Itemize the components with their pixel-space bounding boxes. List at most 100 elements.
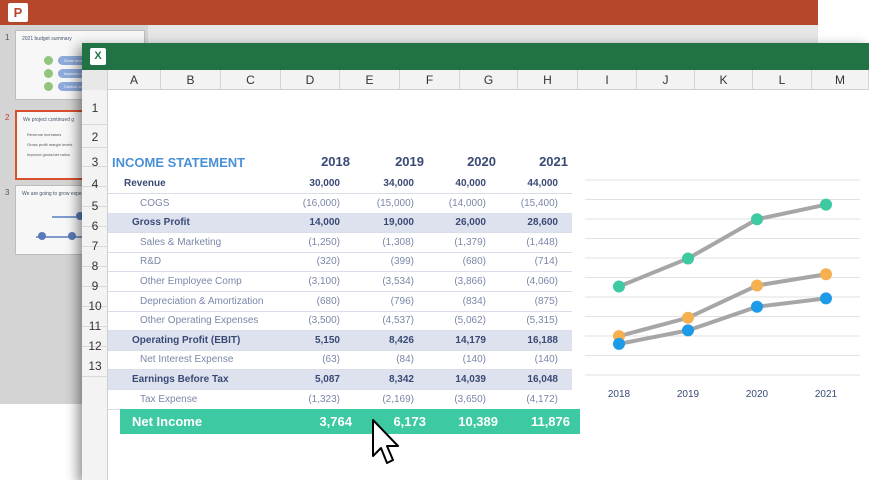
cell-value[interactable]: (680): [462, 256, 486, 268]
table-row[interactable]: Earnings Before Tax 5,087 8,342 14,039 16,04…: [108, 370, 572, 390]
cell-value[interactable]: (1,448): [526, 236, 558, 248]
row-header[interactable]: 12: [82, 327, 108, 353]
cell-value[interactable]: (3,500): [308, 315, 340, 327]
table-row[interactable]: Other Operating Expenses (3,500) (4,537) (5…: [108, 311, 572, 332]
row-header[interactable]: 1: [82, 90, 108, 125]
slide-thumb-title: We are going to grow expense: [22, 191, 90, 197]
cell-value[interactable]: (140): [462, 354, 486, 366]
cell-value[interactable]: (3,650): [454, 393, 486, 405]
column-header-e[interactable]: E: [340, 70, 400, 90]
cell-value[interactable]: (84): [396, 354, 414, 366]
column-header-a[interactable]: A: [108, 70, 161, 90]
cell-value[interactable]: 34,000: [383, 178, 414, 189]
cell-value[interactable]: (1,308): [382, 236, 414, 248]
cell-value[interactable]: (399): [390, 256, 414, 268]
row-header[interactable]: 4: [82, 167, 108, 191]
cell-value[interactable]: (15,400): [520, 197, 558, 209]
cell-value[interactable]: (15,000): [376, 197, 414, 209]
row-header[interactable]: 13: [82, 347, 108, 377]
cell-value[interactable]: 8,342: [388, 374, 414, 385]
table-row[interactable]: Revenue 30,000 34,000 40,000 44,000: [108, 174, 572, 194]
row-header[interactable]: 2: [82, 125, 108, 148]
cell-value[interactable]: (5,062): [454, 315, 486, 327]
row-header[interactable]: 8: [82, 247, 108, 273]
cell-value[interactable]: (140): [534, 354, 558, 366]
data-point: [751, 279, 763, 292]
cell-value[interactable]: (796): [390, 295, 414, 307]
x-tick-label: 2018: [608, 389, 631, 400]
row-header[interactable]: 11: [82, 307, 108, 333]
cell-value[interactable]: (4,537): [382, 315, 414, 327]
column-header-c[interactable]: C: [221, 70, 281, 90]
income-statement-table: INCOME STATEMENT 2018 2019 2020 2021 Rev…: [108, 152, 580, 438]
cell-value[interactable]: (14,000): [448, 197, 486, 209]
column-header-h[interactable]: H: [518, 70, 578, 90]
cell-value[interactable]: 14,000: [309, 217, 340, 229]
cell-value[interactable]: (1,323): [308, 393, 340, 405]
table-row[interactable]: Sales & Marketing (1,250) (1,308) (1,379) (1…: [108, 233, 572, 253]
cell-value[interactable]: (4,172): [526, 393, 558, 405]
table-row[interactable]: Tax Expense (1,323) (2,169) (3,650) (4,172): [108, 390, 572, 410]
column-header-i[interactable]: I: [578, 70, 637, 90]
cell-value[interactable]: (1,250): [308, 236, 340, 248]
cell-value[interactable]: (3,866): [454, 276, 486, 287]
table-row[interactable]: Operating Profit (EBIT) 5,150 8,426 14,179 1…: [108, 330, 572, 351]
cell-value[interactable]: (680): [316, 295, 340, 307]
thumb-bullet-dot: [44, 56, 53, 65]
column-header-g[interactable]: G: [460, 70, 518, 90]
cell-value[interactable]: (4,060): [526, 276, 558, 287]
cell-value[interactable]: (2,169): [382, 393, 414, 405]
cell-value[interactable]: (3,534): [382, 276, 414, 287]
table-row[interactable]: COGS (16,000) (15,000) (14,000) (15,400): [108, 194, 572, 214]
row-header[interactable]: 3: [82, 148, 108, 169]
cell-value[interactable]: (63): [322, 354, 340, 366]
column-header-m[interactable]: M: [812, 70, 869, 90]
cell-value[interactable]: 30,000: [309, 178, 340, 189]
cell-value[interactable]: (834): [462, 295, 486, 307]
column-header-j[interactable]: J: [637, 70, 695, 90]
data-point: [613, 280, 625, 293]
net-income-row[interactable]: Net Income 3,764 6,173 10,389 11,876: [120, 409, 580, 434]
cell-value[interactable]: 5,150: [314, 334, 340, 346]
cell-value[interactable]: 14,039: [455, 374, 486, 385]
row-header[interactable]: 9: [82, 267, 108, 293]
row-header[interactable]: 10: [82, 287, 108, 313]
row-header[interactable]: 7: [82, 227, 108, 253]
cell-value[interactable]: (3,100): [308, 276, 340, 287]
cell-value[interactable]: 14,179: [455, 334, 486, 346]
select-all-button[interactable]: [82, 70, 108, 90]
line-chart[interactable]: 2018 2019 2020 2021: [585, 175, 863, 405]
cell-value[interactable]: (16,000): [302, 197, 340, 209]
cell-value[interactable]: 5,087: [314, 374, 340, 385]
column-header-l[interactable]: L: [753, 70, 812, 90]
table-row[interactable]: Other Employee Comp (3,100) (3,534) (3,866)…: [108, 272, 572, 292]
table-row[interactable]: Net Interest Expense (63) (84) (140) (140): [108, 350, 572, 371]
row-header[interactable]: 5: [82, 187, 108, 213]
powerpoint-logo-icon[interactable]: P: [8, 3, 28, 22]
table-row[interactable]: Gross Profit 14,000 19,000 26,000 28,600: [108, 213, 572, 234]
cell-value[interactable]: 44,000: [527, 178, 558, 189]
cell-value[interactable]: 16,188: [527, 334, 558, 346]
cell-value[interactable]: 40,000: [455, 178, 486, 189]
cell-value[interactable]: 16,048: [527, 374, 558, 385]
cell-value[interactable]: (1,379): [454, 236, 486, 248]
table-row[interactable]: R&D (320) (399) (680) (714): [108, 252, 572, 273]
table-row[interactable]: Depreciation & Amortization (680) (796) (83…: [108, 292, 572, 312]
excel-logo-icon[interactable]: X: [90, 48, 106, 65]
cell-value[interactable]: (5,315): [526, 315, 558, 327]
cell-value[interactable]: 26,000: [455, 217, 486, 229]
row-header[interactable]: 6: [82, 207, 108, 233]
column-header-b[interactable]: B: [161, 70, 221, 90]
column-header-d[interactable]: D: [281, 70, 340, 90]
cell-value[interactable]: 8,426: [388, 334, 414, 346]
row-label: R&D: [140, 256, 162, 268]
cell-value[interactable]: (714): [534, 256, 558, 268]
cell-value[interactable]: (875): [534, 295, 558, 307]
cell-value[interactable]: 19,000: [383, 217, 414, 229]
table-title: INCOME STATEMENT: [112, 155, 246, 170]
column-header-k[interactable]: K: [695, 70, 753, 90]
data-point: [820, 268, 832, 281]
column-header-f[interactable]: F: [400, 70, 460, 90]
cell-value[interactable]: (320): [316, 256, 340, 268]
cell-value[interactable]: 28,600: [527, 217, 558, 229]
